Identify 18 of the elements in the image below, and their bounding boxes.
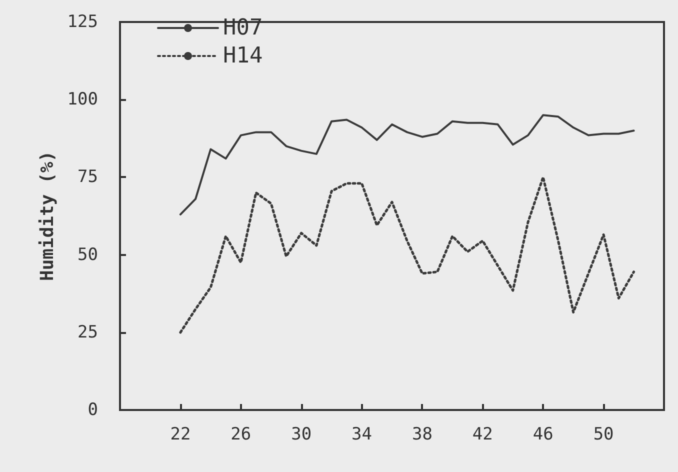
line-series <box>179 114 635 216</box>
y-tick-label: 50 <box>78 244 98 265</box>
legend-label: H14 <box>223 44 263 68</box>
x-tick-label: 46 <box>532 424 554 444</box>
line-series <box>179 176 636 334</box>
x-tick-label: 38 <box>412 424 432 444</box>
y-axis-title: Humidity (%) <box>36 150 58 282</box>
y-tick-label: 25 <box>78 322 98 342</box>
x-tick-label: 42 <box>472 424 493 444</box>
x-tick-label: 34 <box>352 424 372 444</box>
y-tick-label: 0 <box>88 400 98 420</box>
y-tick-label: 75 <box>78 167 98 188</box>
y-tick-label: 125 <box>67 12 98 32</box>
y-tick-label: 100 <box>67 90 98 110</box>
x-tick-label: 22 <box>170 424 191 444</box>
x-tick-label: 30 <box>291 424 312 444</box>
x-tick-label: 26 <box>230 424 252 444</box>
x-tick-label: 50 <box>593 424 614 444</box>
